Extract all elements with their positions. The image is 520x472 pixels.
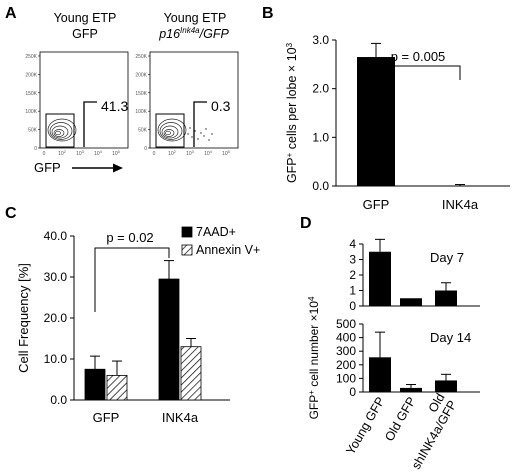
gate-value-right: 0.3 [211,98,231,114]
flow-x-tick-label: 104 [94,149,103,157]
d-top-y-tick-label: 1 [349,284,356,298]
d-top-bar [400,298,422,306]
panel-d-ylabel: GFP+ cell number ×104 [307,296,321,419]
c-x-tick-label: INK4a [162,410,199,425]
flow-x-tick-label: 103 [186,149,195,157]
b-significance-bracket [375,65,461,80]
flow-contour-right [157,118,187,142]
c-bar [180,346,202,401]
panel-d-label: D [300,215,312,232]
gate-value-left: 41.3 [101,98,128,114]
panel-a-arrow [72,163,123,173]
d-bottom-title: Day 14 [430,330,471,345]
gate-box-left [45,113,75,148]
c-x-tick-label: GFP [93,410,120,425]
d-bottom-x-tick-label: Old GFP [382,395,418,444]
flow-y-tick-label: 0 [144,146,147,152]
b-y-tick-label: 0.0 [312,179,329,193]
flow-y-tick-label: 100K [135,109,147,115]
panel-a-xlabel: GFP [34,160,61,175]
d-top-y-tick-label: 2 [349,268,356,282]
c-y-tick-label: 0.0 [50,393,67,407]
panel-a-right-title-line2: p16Ink4a/GFP [158,26,229,41]
flow-x-tick-label: 105 [222,149,231,157]
d-bottom-y-tick-label: 200 [336,358,356,372]
flow-axis-ticks: 0 50K 100K 150K 200K 250K 0 102 103 104 105 0 50K 100… [25,54,230,157]
d-bottom-y-tick-label: 300 [336,344,356,358]
panel-b-label: B [262,5,274,22]
b-annotation: p = 0.005 [391,49,446,64]
d-bottom-bar [369,357,391,392]
b-y-tick-label: 1.0 [312,130,329,144]
flow-x-tick-label: 105 [112,149,121,157]
c-y-tick-label: 20.0 [44,311,68,325]
c-ylabel: Cell Frequency [%] [16,263,31,373]
panel-c-label: C [5,205,17,222]
b-x-tick-label: INK4a [442,197,479,212]
d-bottom-bar [400,387,422,392]
flow-x-tick-label: 102 [58,149,67,157]
d-top-y-tick-label: 4 [349,237,356,251]
c-legend-label: Annexin V+ [196,243,260,257]
gate-bracket-left [83,101,97,147]
d-bottom-x-tick-label: Young GFP [343,395,387,458]
flow-plot-right: 0.3 [149,51,239,149]
flow-y-tick-label: 100K [25,109,37,115]
flow-x-tick-label: 0 [153,151,156,157]
panel-a-label: A [5,5,17,22]
d-bottom-y-tick-label: 400 [336,331,356,345]
chart-d-top: 01 23 4 Day 7 [349,237,480,313]
panel-a-right-title-line1: Young ETP [164,11,227,25]
c-bar [158,278,180,401]
c-y-tick-label: 30.0 [44,270,68,284]
d-bottom-bar [435,380,457,392]
c-y-tick-label: 10.0 [44,352,68,366]
c-legend-swatch [181,226,193,238]
b-y-tick-label: 3.0 [312,33,329,47]
c-legend-swatch [181,244,193,256]
chart-c: 0.0 10.0 20.0 30.0 40.0 GFP INK4a p = 0.02 7AAD+… [16,225,260,425]
flow-x-tick-label: 0 [43,151,46,157]
d-bottom-y-tick-label: 100 [336,371,356,385]
gate-box-right [155,113,185,148]
d-top-bar [369,251,391,306]
d-bottom-y-tick-label: 0 [349,385,356,399]
panel-a-left-title-line1: Young ETP [54,11,117,25]
b-bar [357,57,395,187]
flow-y-tick-label: 150K [25,91,37,97]
flow-y-tick-label: 250K [25,54,37,60]
flow-x-tick-label: 102 [168,149,177,157]
flow-y-tick-label: 150K [135,91,147,97]
flow-y-tick-label: 250K [135,54,147,60]
c-significance-bracket [94,247,170,312]
flow-x-tick-label: 103 [76,149,85,157]
b-y-tick-label: 2.0 [312,82,329,96]
chart-b: 0.0 1.0 2.0 3.0 GFP INK4a p = 0.005 GFP+ cells … [285,33,510,212]
d-top-y-tick-label: 0 [349,299,356,313]
flow-y-tick-label: 50K [28,128,38,134]
gate-bracket-right [193,101,207,147]
c-y-tick-label: 40.0 [44,229,68,243]
b-ylabel: GFP+ cells per lobe × 103 [285,42,299,183]
flow-y-tick-label: 50K [138,128,148,134]
d-top-y-tick-label: 3 [349,253,356,267]
flow-y-tick-label: 200K [135,72,147,78]
d-top-bar [435,290,457,306]
flow-plot-left: 41.3 [39,51,128,149]
flow-contour-left [47,118,77,142]
b-x-tick-label: GFP [363,197,390,212]
flow-y-tick-label: 0 [34,146,37,152]
c-annotation: p = 0.02 [106,230,153,245]
d-top-title: Day 7 [430,250,464,265]
flow-x-tick-label: 104 [204,149,213,157]
panel-a-left-title-line2: GFP [72,27,98,41]
flow-y-tick-label: 200K [25,72,37,78]
d-bottom-y-tick-label: 500 [336,317,356,331]
c-bar [106,374,128,401]
c-legend-label: 7AAD+ [196,225,236,239]
c-bar [84,368,106,401]
